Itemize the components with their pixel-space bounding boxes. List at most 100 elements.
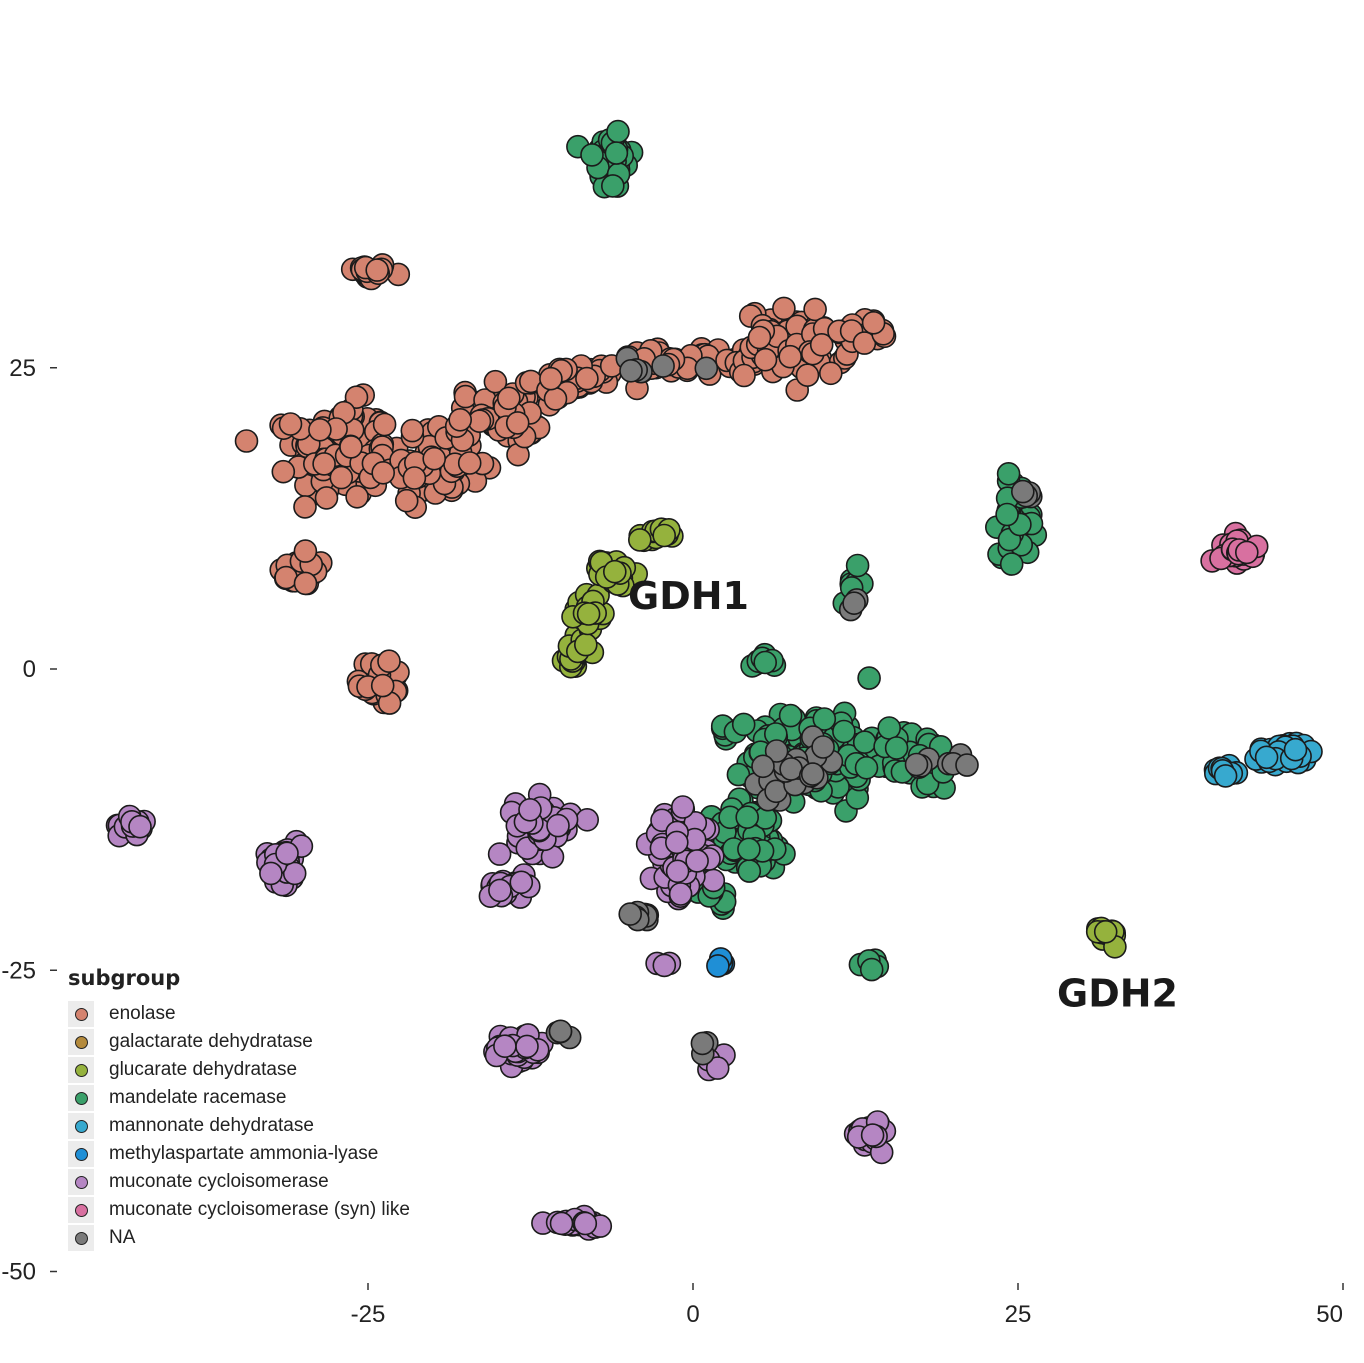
data-point xyxy=(904,752,929,777)
legend-swatch xyxy=(74,1063,88,1077)
data-point xyxy=(619,358,643,383)
data-point xyxy=(857,666,881,690)
data-point xyxy=(668,882,693,906)
data-point xyxy=(854,755,879,780)
data-point xyxy=(735,805,760,830)
data-point xyxy=(832,719,856,744)
x-tick-label: 50 xyxy=(1316,1301,1343,1328)
legend-label: enolase xyxy=(109,1003,176,1024)
data-point xyxy=(282,861,307,886)
data-point xyxy=(372,412,397,437)
data-point xyxy=(402,466,427,490)
legend-item: NA xyxy=(68,1224,468,1252)
data-point xyxy=(370,673,395,698)
data-point xyxy=(602,559,627,584)
data-point xyxy=(453,384,478,409)
data-point xyxy=(852,730,877,755)
legend-key xyxy=(68,1113,94,1139)
data-point xyxy=(293,539,318,563)
data-point xyxy=(548,1019,573,1044)
data-point xyxy=(811,735,835,759)
data-point xyxy=(422,446,447,471)
legend-label: methylaspartate ammonia-lyase xyxy=(109,1143,379,1164)
legend-item: galactarate dehydratase xyxy=(68,1028,468,1056)
data-point xyxy=(764,739,789,763)
legend-swatch xyxy=(74,1007,88,1021)
data-point xyxy=(779,757,803,781)
data-point xyxy=(747,325,772,350)
data-point xyxy=(271,459,296,484)
data-point xyxy=(539,366,563,391)
data-point xyxy=(618,902,643,926)
data-point xyxy=(496,386,521,411)
data-point xyxy=(488,878,512,903)
data-point xyxy=(128,814,152,839)
legend-swatch xyxy=(74,1147,88,1161)
legend-swatch xyxy=(74,1203,88,1217)
data-point xyxy=(995,502,1019,527)
data-point xyxy=(549,1211,574,1236)
data-point xyxy=(860,1123,885,1147)
axes-layer: -25 0 25 50 25 0 -25 -50 xyxy=(1,355,1344,1328)
legend-key xyxy=(68,1085,94,1111)
data-point xyxy=(606,119,630,144)
legend-item: muconate cycloisomerase (syn) like xyxy=(68,1196,468,1224)
x-tick-label: 25 xyxy=(1005,1301,1032,1328)
data-point xyxy=(690,1031,715,1056)
data-point xyxy=(803,297,827,322)
legend-key xyxy=(68,1001,94,1027)
data-point xyxy=(293,571,318,596)
y-tick-label: -50 xyxy=(1,1259,36,1286)
legend-key xyxy=(68,1197,94,1223)
data-point xyxy=(1093,919,1118,944)
data-point xyxy=(665,859,690,884)
data-point xyxy=(884,736,909,760)
annotation-gdh1: GDH1 xyxy=(628,574,749,618)
data-point xyxy=(842,591,866,616)
legend-items: enolase galactarate dehydratase glucarate … xyxy=(68,1000,468,1252)
data-point xyxy=(600,174,625,198)
data-point xyxy=(487,842,512,866)
legend-swatch xyxy=(74,1091,88,1105)
y-tick-label: 25 xyxy=(9,355,36,382)
data-point xyxy=(664,830,689,855)
x-tick-label: 0 xyxy=(686,1301,699,1328)
data-point xyxy=(955,753,979,777)
legend-label: muconate cycloisomerase (syn) like xyxy=(109,1199,410,1220)
data-point xyxy=(509,870,534,895)
data-point xyxy=(275,841,299,866)
data-point xyxy=(604,141,629,165)
data-point xyxy=(457,451,482,475)
legend-swatch xyxy=(74,1231,88,1245)
series-enolase xyxy=(234,253,897,715)
data-point xyxy=(859,957,884,982)
points-layer xyxy=(105,119,1323,1241)
data-point xyxy=(314,486,339,510)
data-point xyxy=(737,859,762,883)
legend-item: methylaspartate ammonia-lyase xyxy=(68,1140,468,1168)
data-point xyxy=(576,602,601,626)
legend-label: mannonate dehydratase xyxy=(109,1115,314,1136)
legend-key xyxy=(68,1169,94,1195)
data-point xyxy=(493,1034,517,1058)
data-point xyxy=(818,361,843,386)
data-point xyxy=(845,553,870,578)
data-point xyxy=(259,861,283,886)
legend-key xyxy=(68,1141,94,1167)
series-mannonate-dehydratase xyxy=(1203,731,1323,788)
data-point xyxy=(365,258,390,282)
data-point xyxy=(670,795,695,819)
data-point xyxy=(651,354,675,378)
data-point xyxy=(706,954,730,978)
legend-item: enolase xyxy=(68,1000,468,1028)
legend-label: galactarate dehydratase xyxy=(109,1031,313,1052)
data-point xyxy=(812,707,837,731)
data-point xyxy=(515,1034,539,1059)
data-point xyxy=(627,528,652,552)
legend-item: mannonate dehydratase xyxy=(68,1112,468,1140)
series-glucarate-dehydratase xyxy=(551,517,1127,959)
legend-label: NA xyxy=(109,1227,136,1248)
data-point xyxy=(996,461,1021,486)
data-point xyxy=(694,356,719,381)
legend-item: mandelate racemase xyxy=(68,1084,468,1112)
